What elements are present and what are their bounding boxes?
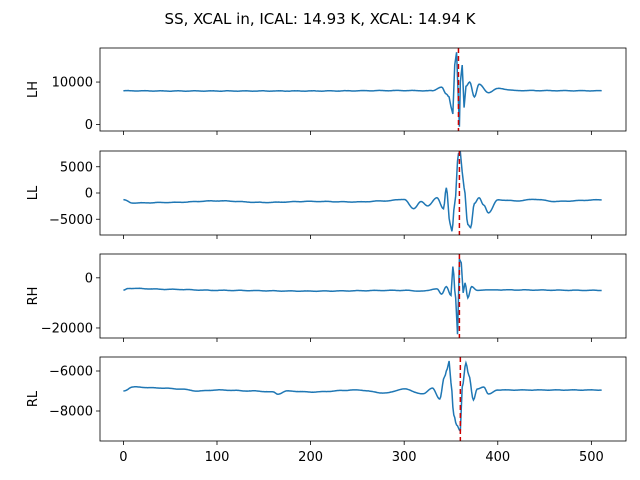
subplot-ll: 5000 0 −5000 LL <box>26 150 627 239</box>
axes-frame <box>99 253 627 339</box>
x-tick-label: 500 <box>579 450 604 465</box>
y-tick-label: 0 <box>85 271 93 286</box>
x-tick-label: 100 <box>205 450 230 465</box>
subplot-rl: −6000 −8000 RL <box>26 356 627 445</box>
y-tick-label: −5000 <box>49 213 93 228</box>
series-line <box>123 52 602 127</box>
axes-frame <box>99 150 627 236</box>
y-tick-label: 10000 <box>52 76 93 91</box>
series-line <box>123 258 602 335</box>
x-tick-label: 300 <box>392 450 417 465</box>
x-axis-tick-labels: 0 100 200 300 400 500 <box>119 450 604 465</box>
x-tick-label: 0 <box>119 450 127 465</box>
series-line <box>123 360 602 433</box>
y-axis-label: LL <box>26 185 41 200</box>
y-tick-label: 5000 <box>60 160 93 175</box>
figure-title: SS, XCAL in, ICAL: 14.93 K, XCAL: 14.94 … <box>165 10 477 28</box>
axes-frame <box>99 356 627 442</box>
axes-frame <box>99 47 627 132</box>
y-axis-label: LH <box>26 81 41 98</box>
series-line <box>123 151 602 232</box>
subplot-lh: 0 10000 LH <box>26 47 627 135</box>
y-tick-label: −8000 <box>49 405 93 420</box>
y-tick-label: −20000 <box>41 321 93 336</box>
y-tick-label: 0 <box>85 118 93 133</box>
y-tick-label: −6000 <box>49 365 93 380</box>
y-axis-label: RH <box>26 287 41 306</box>
x-tick-label: 200 <box>298 450 323 465</box>
y-axis-label: RL <box>26 390 41 407</box>
y-tick-label: 0 <box>85 187 93 202</box>
x-tick-label: 400 <box>485 450 510 465</box>
